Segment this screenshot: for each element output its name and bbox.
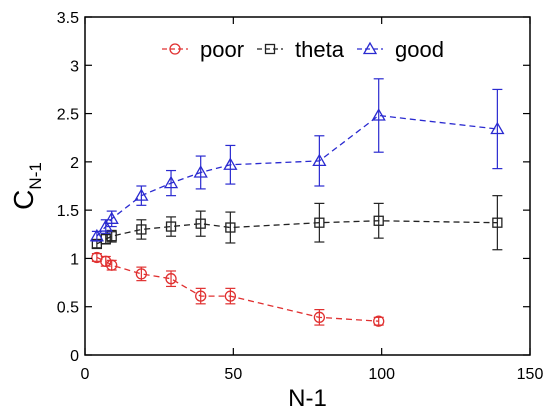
- legend: poor theta good: [162, 37, 444, 62]
- data-point-theta: [195, 218, 206, 229]
- data-point-theta: [373, 215, 384, 226]
- error-bar: [225, 211, 236, 244]
- x-tick-label: 0: [81, 366, 90, 383]
- data-point-good: [104, 211, 119, 224]
- y-axis-title-main: C: [8, 190, 39, 210]
- error-bar: [492, 88, 503, 170]
- series-line-good: [96, 114, 498, 237]
- x-tick-label: 50: [224, 366, 242, 383]
- x-tick-label: 150: [517, 366, 544, 383]
- plot-area: [84, 16, 531, 356]
- error-bar: [225, 144, 236, 185]
- y-tick-label: 1: [70, 251, 79, 268]
- error-bar: [195, 155, 206, 190]
- legend-label-theta: theta: [295, 37, 345, 62]
- data-point-good: [98, 219, 113, 232]
- x-tick-label: 100: [368, 366, 395, 383]
- data-point-good: [193, 165, 208, 178]
- data-point-good: [163, 175, 179, 189]
- y-tick-label: 0: [70, 348, 79, 365]
- x-axis-title: N-1: [288, 385, 327, 412]
- y-tick-label: 2.5: [57, 107, 79, 124]
- y-axis-title: CN-1: [8, 162, 45, 210]
- series-good: [89, 78, 505, 242]
- data-point-good: [89, 228, 104, 242]
- series-poor: [91, 251, 385, 327]
- data-point-poor: [100, 255, 112, 267]
- data-point-poor: [135, 268, 148, 280]
- error-bar: [314, 202, 325, 243]
- legend-item-theta: theta: [257, 37, 345, 62]
- y-tick-label: 1.5: [57, 203, 79, 220]
- legend-label-poor: poor: [200, 37, 244, 62]
- data-point-theta: [492, 217, 503, 228]
- data-point-poor: [165, 273, 177, 285]
- data-point-good: [371, 108, 386, 121]
- data-point-good: [312, 153, 327, 167]
- error-bar: [195, 210, 206, 237]
- error-bar: [492, 195, 503, 251]
- y-axis-title-subscript: N-1: [26, 162, 45, 189]
- legend-item-good: good: [357, 37, 444, 62]
- y-tick-label: 3.5: [57, 10, 79, 27]
- data-point-good: [223, 157, 238, 170]
- error-bar: [166, 169, 177, 197]
- error-bar: [136, 219, 147, 240]
- y-tick-label: 3: [70, 58, 79, 75]
- legend-item-poor: poor: [162, 37, 244, 62]
- data-point-theta: [136, 224, 147, 235]
- data-point-poor: [106, 259, 118, 271]
- data-point-theta: [165, 221, 177, 232]
- data-point-poor: [373, 315, 385, 327]
- legend-marker-good: [362, 41, 378, 55]
- error-bar: [373, 78, 384, 153]
- error-bar: [314, 135, 325, 187]
- data-point-poor: [195, 290, 207, 302]
- error-bar: [373, 202, 384, 239]
- data-point-theta: [106, 231, 117, 242]
- data-point-good: [134, 188, 149, 201]
- data-point-good: [490, 121, 505, 135]
- plot-frame: [84, 16, 531, 356]
- data-point-theta: [314, 217, 325, 228]
- data-point-theta: [225, 222, 236, 233]
- series-line-theta: [96, 220, 498, 245]
- legend-label-good: good: [395, 37, 444, 62]
- data-point-poor: [313, 311, 326, 323]
- data-point-poor: [224, 290, 237, 302]
- y-tick-label: 2: [70, 155, 79, 172]
- error-bar: [166, 216, 177, 237]
- y-tick-label: 0.5: [57, 300, 79, 317]
- legend-marker-theta: [264, 43, 276, 55]
- legend-marker-poor: [169, 43, 181, 55]
- series-layer: [89, 78, 505, 327]
